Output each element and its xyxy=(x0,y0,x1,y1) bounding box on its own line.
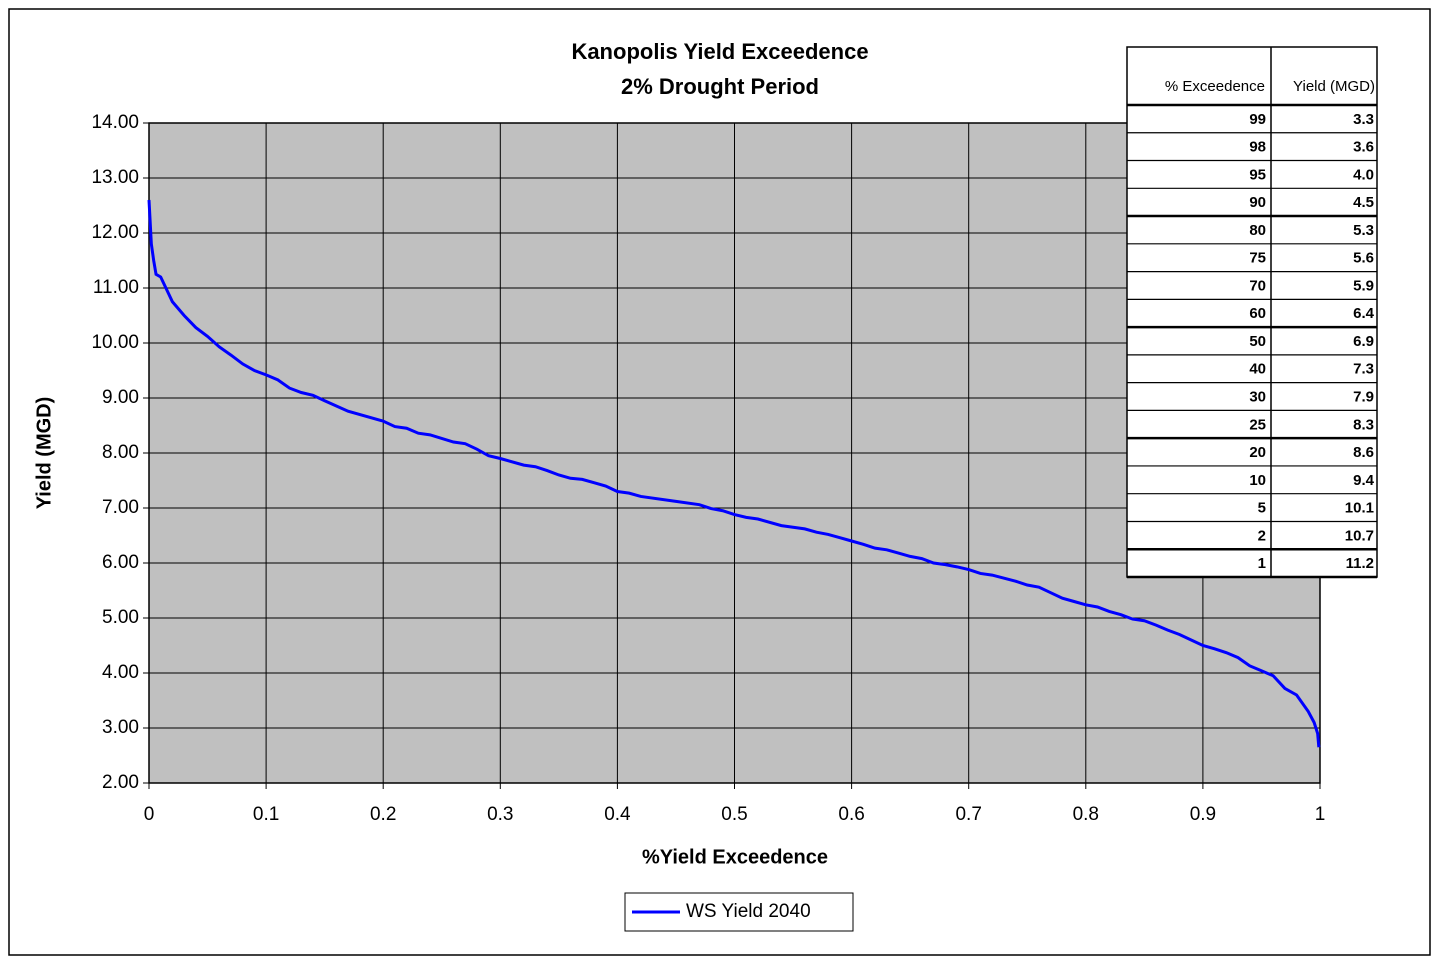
table-cell: 7.3 xyxy=(1353,361,1374,378)
y-tick-label: 6.00 xyxy=(102,552,139,573)
x-tick-label: 0.6 xyxy=(838,804,864,825)
table-cell: 5.3 xyxy=(1353,222,1374,239)
table-cell: 10.7 xyxy=(1345,527,1374,544)
x-tick-label: 0.8 xyxy=(1073,804,1099,825)
table-cell: 50 xyxy=(1249,333,1266,350)
x-tick-label: 0.3 xyxy=(487,804,513,825)
table-cell: 6.9 xyxy=(1353,333,1374,350)
table-cell: 75 xyxy=(1249,250,1266,267)
data-table: % Exceedence Yield (MGD) 99 3.3 98 3.6 95 4.0 90… xyxy=(1126,46,1378,579)
table-cell: 30 xyxy=(1249,388,1266,405)
y-tick-label: 13.00 xyxy=(91,167,139,188)
table-cell: 40 xyxy=(1249,361,1266,378)
table-cell: 8.3 xyxy=(1353,416,1374,433)
table-cell: 4.5 xyxy=(1353,194,1374,211)
y-tick-label: 12.00 xyxy=(91,222,139,243)
x-tick-label: 0 xyxy=(144,804,155,825)
chart-title: Kanopolis Yield Exceedence xyxy=(571,39,868,64)
table-cell: 3.3 xyxy=(1353,111,1374,128)
plot-area: 2.00 3.00 4.00 5.00 6.00 7.00 8.00 9.00 10.00 11.… xyxy=(91,112,1325,825)
table-cell: 5.6 xyxy=(1353,250,1374,267)
table-cell: 5.9 xyxy=(1353,277,1374,294)
x-tick-label: 0.9 xyxy=(1190,804,1216,825)
y-tick-label: 14.00 xyxy=(91,112,139,133)
table-cell: 80 xyxy=(1249,222,1266,239)
table-cell: 1 xyxy=(1258,555,1266,572)
table-cell: 5 xyxy=(1258,500,1266,517)
y-tick-label: 11.00 xyxy=(93,277,139,298)
table-cell: 4.0 xyxy=(1353,166,1374,183)
y-axis-title: Yield (MGD) xyxy=(33,397,55,510)
table-cell: 25 xyxy=(1249,416,1266,433)
y-tick-label: 3.00 xyxy=(102,717,139,738)
x-tick-label: 0.1 xyxy=(253,804,279,825)
table-cell: 2 xyxy=(1258,527,1266,544)
table-header: Yield (MGD) xyxy=(1293,78,1375,95)
x-axis-title: %Yield Exceedence xyxy=(642,846,828,868)
table-cell: 95 xyxy=(1249,166,1266,183)
table-cell: 20 xyxy=(1249,444,1266,461)
y-tick-label: 7.00 xyxy=(102,497,139,518)
legend-label: WS Yield 2040 xyxy=(686,901,811,922)
table-cell: 90 xyxy=(1249,194,1266,211)
x-tick-label: 1 xyxy=(1315,804,1326,825)
table-cell: 70 xyxy=(1249,277,1266,294)
table-cell: 6.4 xyxy=(1353,305,1375,322)
y-tick-label: 9.00 xyxy=(102,387,139,408)
table-cell: 10 xyxy=(1249,472,1266,489)
table-cell: 11.2 xyxy=(1346,555,1374,572)
y-tick-label: 4.00 xyxy=(102,662,139,683)
y-tick-label: 8.00 xyxy=(102,442,139,463)
x-tick-label: 0.2 xyxy=(370,804,396,825)
table-cell: 98 xyxy=(1249,139,1266,156)
table-cell: 7.9 xyxy=(1353,388,1374,405)
table-cell: 9.4 xyxy=(1353,472,1375,489)
table-cell: 8.6 xyxy=(1353,444,1374,461)
x-tick-label: 0.7 xyxy=(955,804,981,825)
table-cell: 10.1 xyxy=(1345,500,1374,517)
x-tick-label: 0.5 xyxy=(721,804,747,825)
table-cell: 60 xyxy=(1249,305,1266,322)
table-header: % Exceedence xyxy=(1165,78,1265,95)
table-bg xyxy=(1126,46,1378,578)
x-tick-label: 0.4 xyxy=(604,804,631,825)
y-tick-label: 10.00 xyxy=(91,332,139,353)
chart-subtitle: 2% Drought Period xyxy=(621,74,819,99)
y-tick-label: 2.00 xyxy=(102,772,139,793)
table-cell: 99 xyxy=(1249,111,1266,128)
table-cell: 3.6 xyxy=(1353,139,1374,156)
data-line xyxy=(147,199,1321,748)
y-tick-label: 5.00 xyxy=(102,607,139,628)
